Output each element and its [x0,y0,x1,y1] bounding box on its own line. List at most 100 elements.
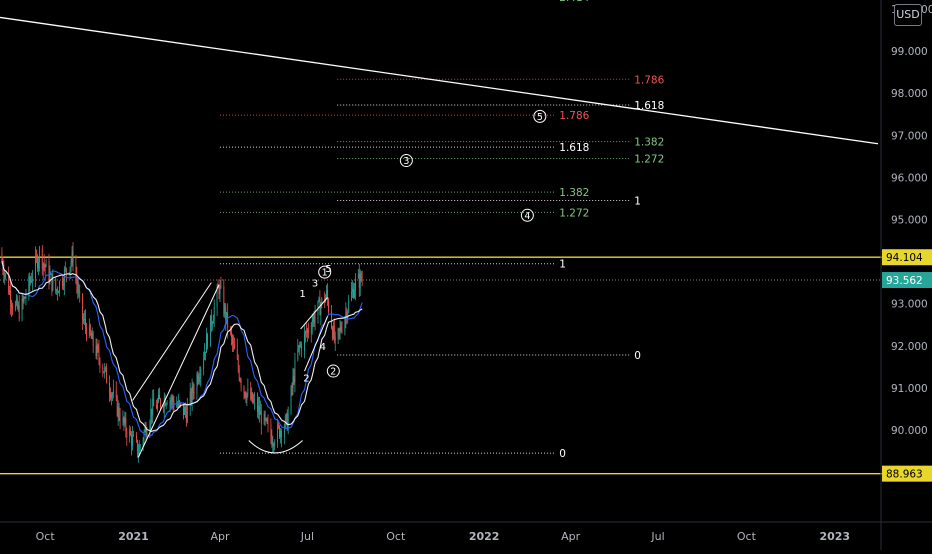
wave-circle [399,154,413,168]
candle-body [15,298,17,304]
candle-body [327,290,328,301]
candle-body [133,435,134,437]
candle-body [328,300,329,312]
candle-body [124,418,126,424]
candle-body [68,272,70,274]
fib-set-2-level-label: 1.382 [634,137,664,149]
candle-body [8,273,10,294]
candle-body [209,315,211,347]
candle-body [183,403,184,415]
candle-body [307,329,309,333]
candle-body [78,291,80,293]
candle-body [157,401,158,409]
candle-body [360,273,362,280]
y-tick-label: 97.000 [891,130,928,142]
candle-body [86,326,87,337]
candle-body [318,298,320,301]
candle-body [64,268,66,270]
candle-body [220,286,222,287]
fib-set-2-level-label: 1 [634,196,641,208]
x-tick-label: 2023 [819,530,850,543]
candle-body [162,406,164,408]
candle-body [151,408,153,416]
candle-body [348,300,350,311]
candle-body [115,389,117,397]
candle-body [136,440,138,455]
candle-body [345,311,347,319]
candle-body [158,394,159,402]
candle-body [95,345,97,356]
candle-body [166,403,168,405]
candle-body [42,263,44,270]
candle-body [286,413,288,430]
x-tick-label: 2021 [118,530,149,543]
candle-body [153,398,155,407]
candle-body [103,371,105,373]
candle-body [227,312,229,329]
x-tick-label: Oct [36,530,56,543]
candle-body [219,286,221,294]
y-tick-label: 92.000 [891,341,928,353]
candle-body [102,367,104,372]
candle-body [52,278,54,291]
candle-body [333,325,335,341]
horizontal-lines-layer [0,256,882,475]
candle-body [184,407,185,415]
candle-body [253,400,255,403]
candle-body [16,298,18,309]
candle-body [294,359,296,383]
candle-body [45,261,47,268]
candle-body [71,251,73,263]
candle-body [129,430,131,438]
candle-body [273,444,275,446]
x-tick-label: Apr [561,530,581,543]
candle-body [246,393,248,400]
candle-body [76,277,78,285]
y-tick-label: 93.000 [891,299,928,311]
w-pattern-line [137,284,220,458]
candle-body [344,318,346,332]
currency-button[interactable]: USD [894,4,922,26]
x-tick-label: Apr [210,530,230,543]
candle-body [38,248,40,262]
wave-circle [533,109,547,123]
candle-body [270,424,272,437]
candle-body [252,392,254,403]
x-tick-label: Jul [650,530,664,543]
candle-body [136,435,137,441]
current-price-label: 93.562 [886,275,923,287]
candle-body [287,413,289,430]
candle-body [197,375,199,382]
candle-body [203,359,205,369]
candle-body [313,316,315,323]
fib-set-1-level-label: 1.382 [559,187,589,199]
wave-circle-label: 1 [322,268,328,279]
candle-body [292,376,294,388]
candle-body [239,378,241,381]
wave-small-label: 3 [312,279,318,290]
price-label-box [882,465,932,482]
wave-small-label: 1 [299,289,305,300]
candle-body [10,290,11,305]
candle-body [99,359,101,368]
candle-body [212,319,214,324]
candle-body [137,453,139,455]
price-label-box [882,249,932,266]
candle-body [218,287,220,294]
candle-body [224,306,226,315]
candle-body [11,304,12,307]
candle-body [321,298,323,306]
candle-body [314,314,316,323]
price-label: 94.104 [886,252,923,264]
candle-body [326,290,328,298]
candle-body [243,386,245,393]
wave-channel-line [300,297,328,330]
candle-body [204,351,206,360]
candle-body [278,424,279,427]
fib-set-1-level-label: 1 [559,259,566,271]
candle-body [207,334,208,347]
candle-body [51,273,53,291]
candle-body [172,397,174,403]
